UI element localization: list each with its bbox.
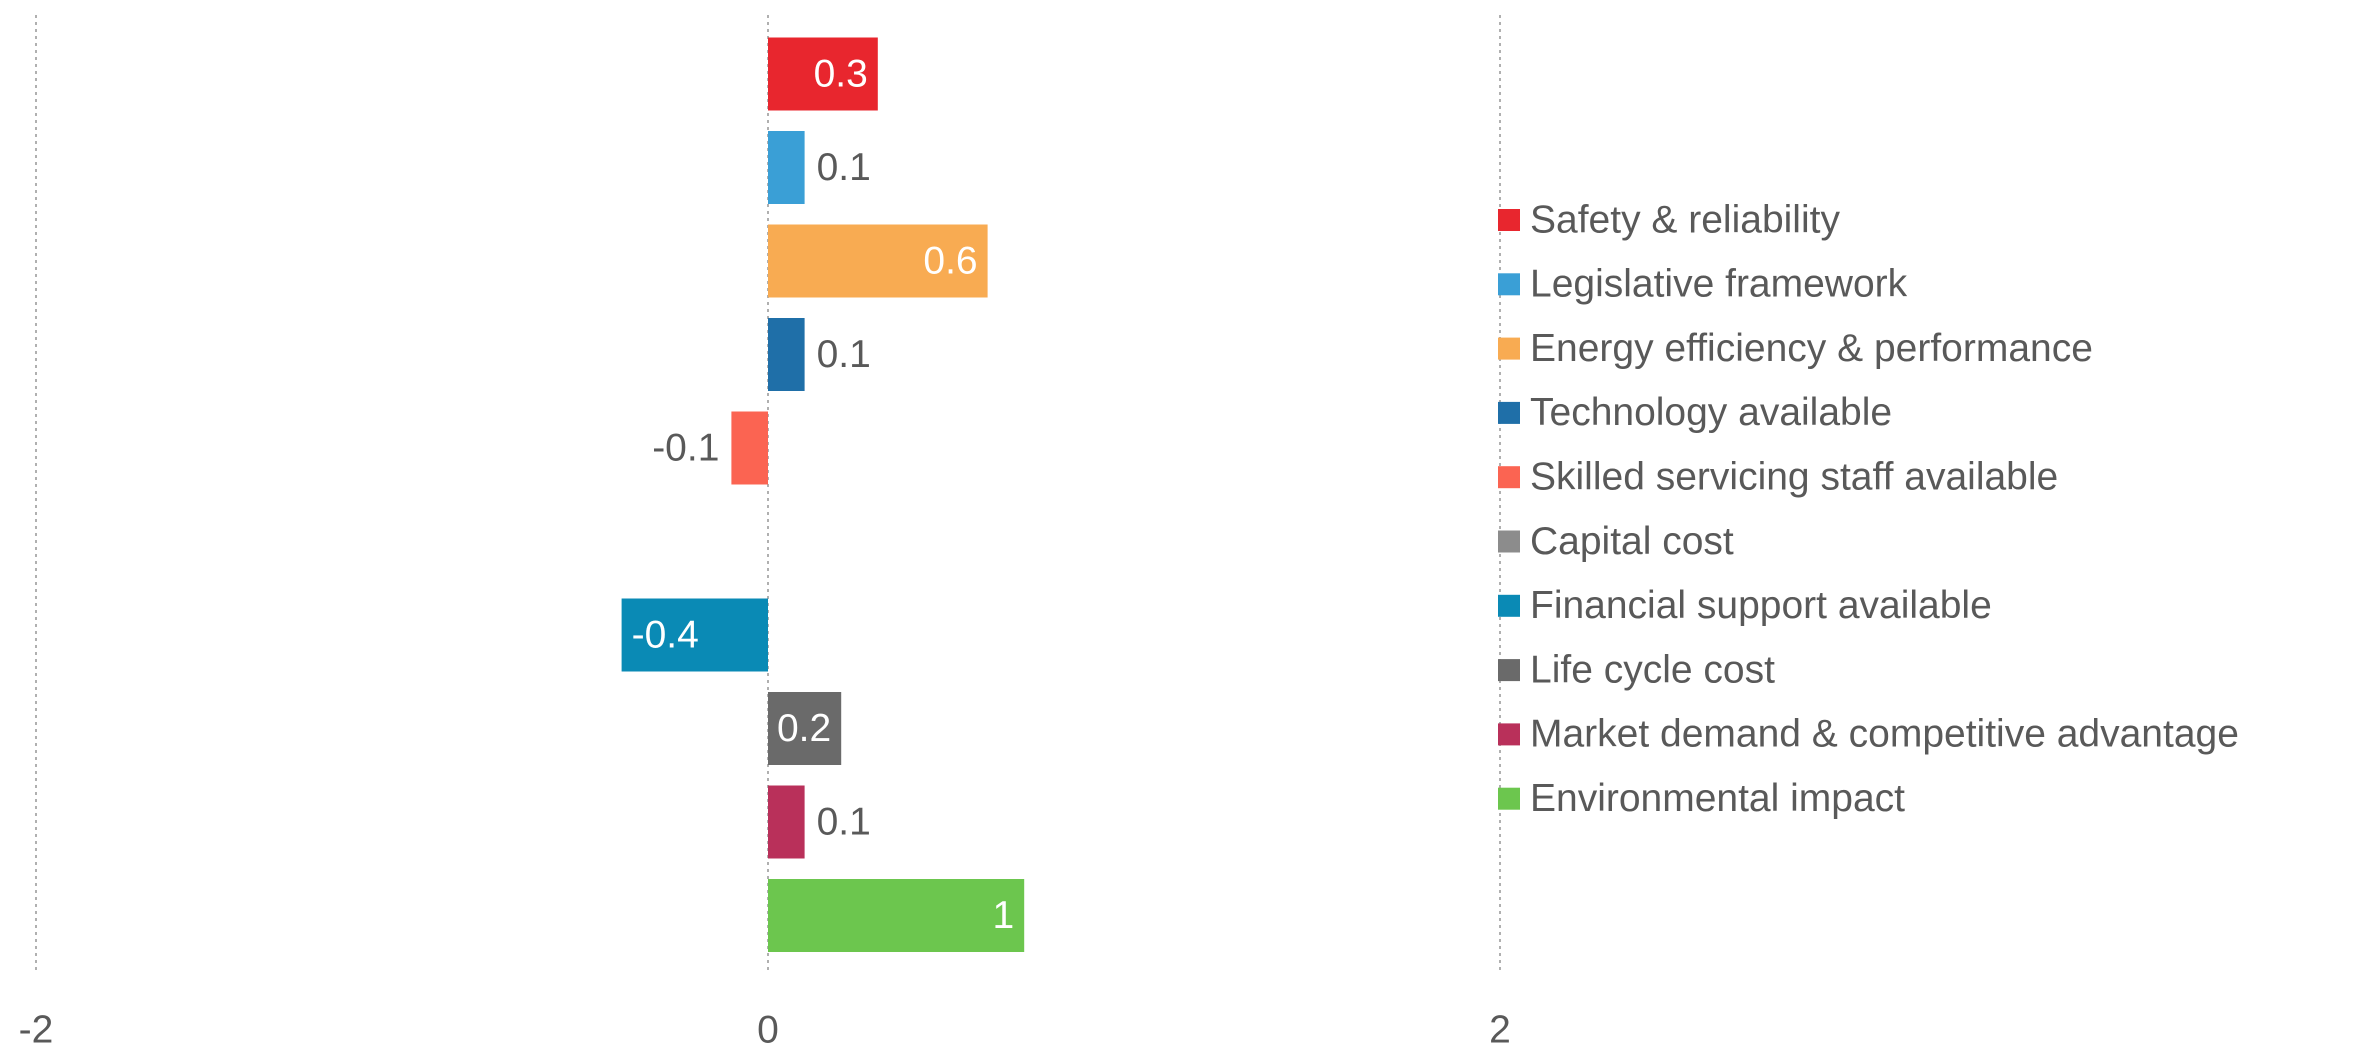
- legend-label: Financial support available: [1530, 584, 1992, 627]
- data-label: 0.6: [923, 239, 977, 282]
- bar: [768, 37, 878, 111]
- data-label: 0.1: [817, 333, 871, 376]
- legend-swatch: [1498, 594, 1520, 617]
- data-label: -0.1: [652, 426, 719, 469]
- legend-swatch: [1498, 723, 1520, 746]
- legend-label: Life cycle cost: [1530, 648, 1775, 691]
- legend-label: Environmental impact: [1530, 777, 1905, 820]
- legend-swatch: [1498, 466, 1520, 489]
- legend-swatch: [1498, 787, 1520, 810]
- legend-label: Safety & reliability: [1530, 198, 1840, 241]
- legend-label: Capital cost: [1530, 520, 1734, 563]
- data-label: -0.4: [632, 613, 699, 656]
- legend-label: Legislative framework: [1530, 263, 1908, 306]
- legend-swatch: [1498, 273, 1520, 296]
- legend-label: Energy efficiency & performance: [1530, 327, 2093, 370]
- data-label: 0.2: [777, 707, 831, 750]
- data-label: 1: [992, 894, 1014, 937]
- data-label: 0.1: [817, 146, 871, 189]
- bar: [731, 411, 768, 485]
- x-tick-label: 0: [757, 1008, 779, 1049]
- data-label: 0.1: [817, 800, 871, 843]
- bar: [768, 692, 842, 765]
- bar: [768, 318, 805, 391]
- legend-swatch: [1498, 659, 1520, 682]
- legend-swatch: [1498, 401, 1520, 424]
- bar: [768, 224, 988, 298]
- bar: [768, 879, 1025, 952]
- bar: [768, 131, 805, 204]
- legend-label: Market demand & competitive advantage: [1530, 713, 2239, 756]
- legend-swatch: [1498, 530, 1520, 553]
- legend-label: Technology available: [1530, 391, 1892, 434]
- legend-swatch: [1498, 337, 1520, 360]
- bar: [768, 785, 805, 859]
- legend-swatch: [1498, 209, 1520, 231]
- x-tick-label: -2: [19, 1008, 54, 1049]
- bar: [621, 598, 768, 672]
- data-label: 0.3: [814, 52, 868, 95]
- legend-label: Skilled servicing staff available: [1530, 455, 2058, 498]
- x-tick-label: 2: [1489, 1008, 1511, 1049]
